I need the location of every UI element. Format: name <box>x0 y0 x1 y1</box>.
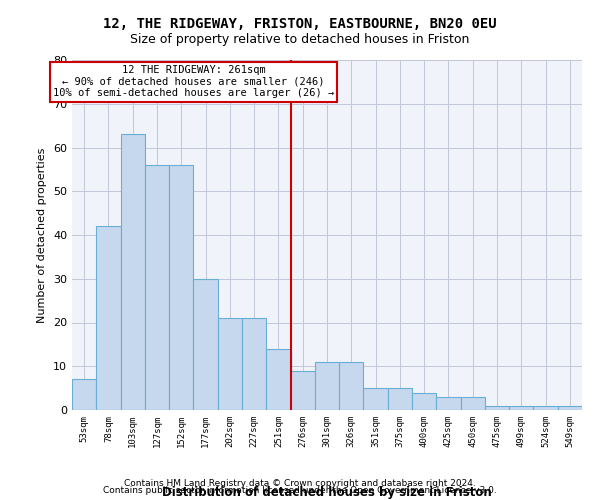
Bar <box>121 134 145 410</box>
Bar <box>485 406 509 410</box>
Bar <box>72 380 96 410</box>
Text: Size of property relative to detached houses in Friston: Size of property relative to detached ho… <box>130 32 470 46</box>
Bar <box>315 362 339 410</box>
Bar <box>339 362 364 410</box>
Bar <box>169 165 193 410</box>
Text: 12, THE RIDGEWAY, FRISTON, EASTBOURNE, BN20 0EU: 12, THE RIDGEWAY, FRISTON, EASTBOURNE, B… <box>103 18 497 32</box>
Bar <box>193 279 218 410</box>
Bar <box>509 406 533 410</box>
X-axis label: Distribution of detached houses by size in Friston: Distribution of detached houses by size … <box>162 486 492 499</box>
Bar <box>242 318 266 410</box>
Bar <box>388 388 412 410</box>
Bar <box>558 406 582 410</box>
Bar <box>266 349 290 410</box>
Bar <box>461 397 485 410</box>
Bar <box>145 165 169 410</box>
Bar <box>412 392 436 410</box>
Bar <box>364 388 388 410</box>
Bar <box>96 226 121 410</box>
Text: Contains public sector information licensed under the Open Government Licence v3: Contains public sector information licen… <box>103 486 497 495</box>
Bar <box>218 318 242 410</box>
Bar <box>436 397 461 410</box>
Bar <box>290 370 315 410</box>
Text: Contains HM Land Registry data © Crown copyright and database right 2024.: Contains HM Land Registry data © Crown c… <box>124 478 476 488</box>
Y-axis label: Number of detached properties: Number of detached properties <box>37 148 47 322</box>
Bar <box>533 406 558 410</box>
Text: 12 THE RIDGEWAY: 261sqm
← 90% of detached houses are smaller (246)
10% of semi-d: 12 THE RIDGEWAY: 261sqm ← 90% of detache… <box>53 66 334 98</box>
